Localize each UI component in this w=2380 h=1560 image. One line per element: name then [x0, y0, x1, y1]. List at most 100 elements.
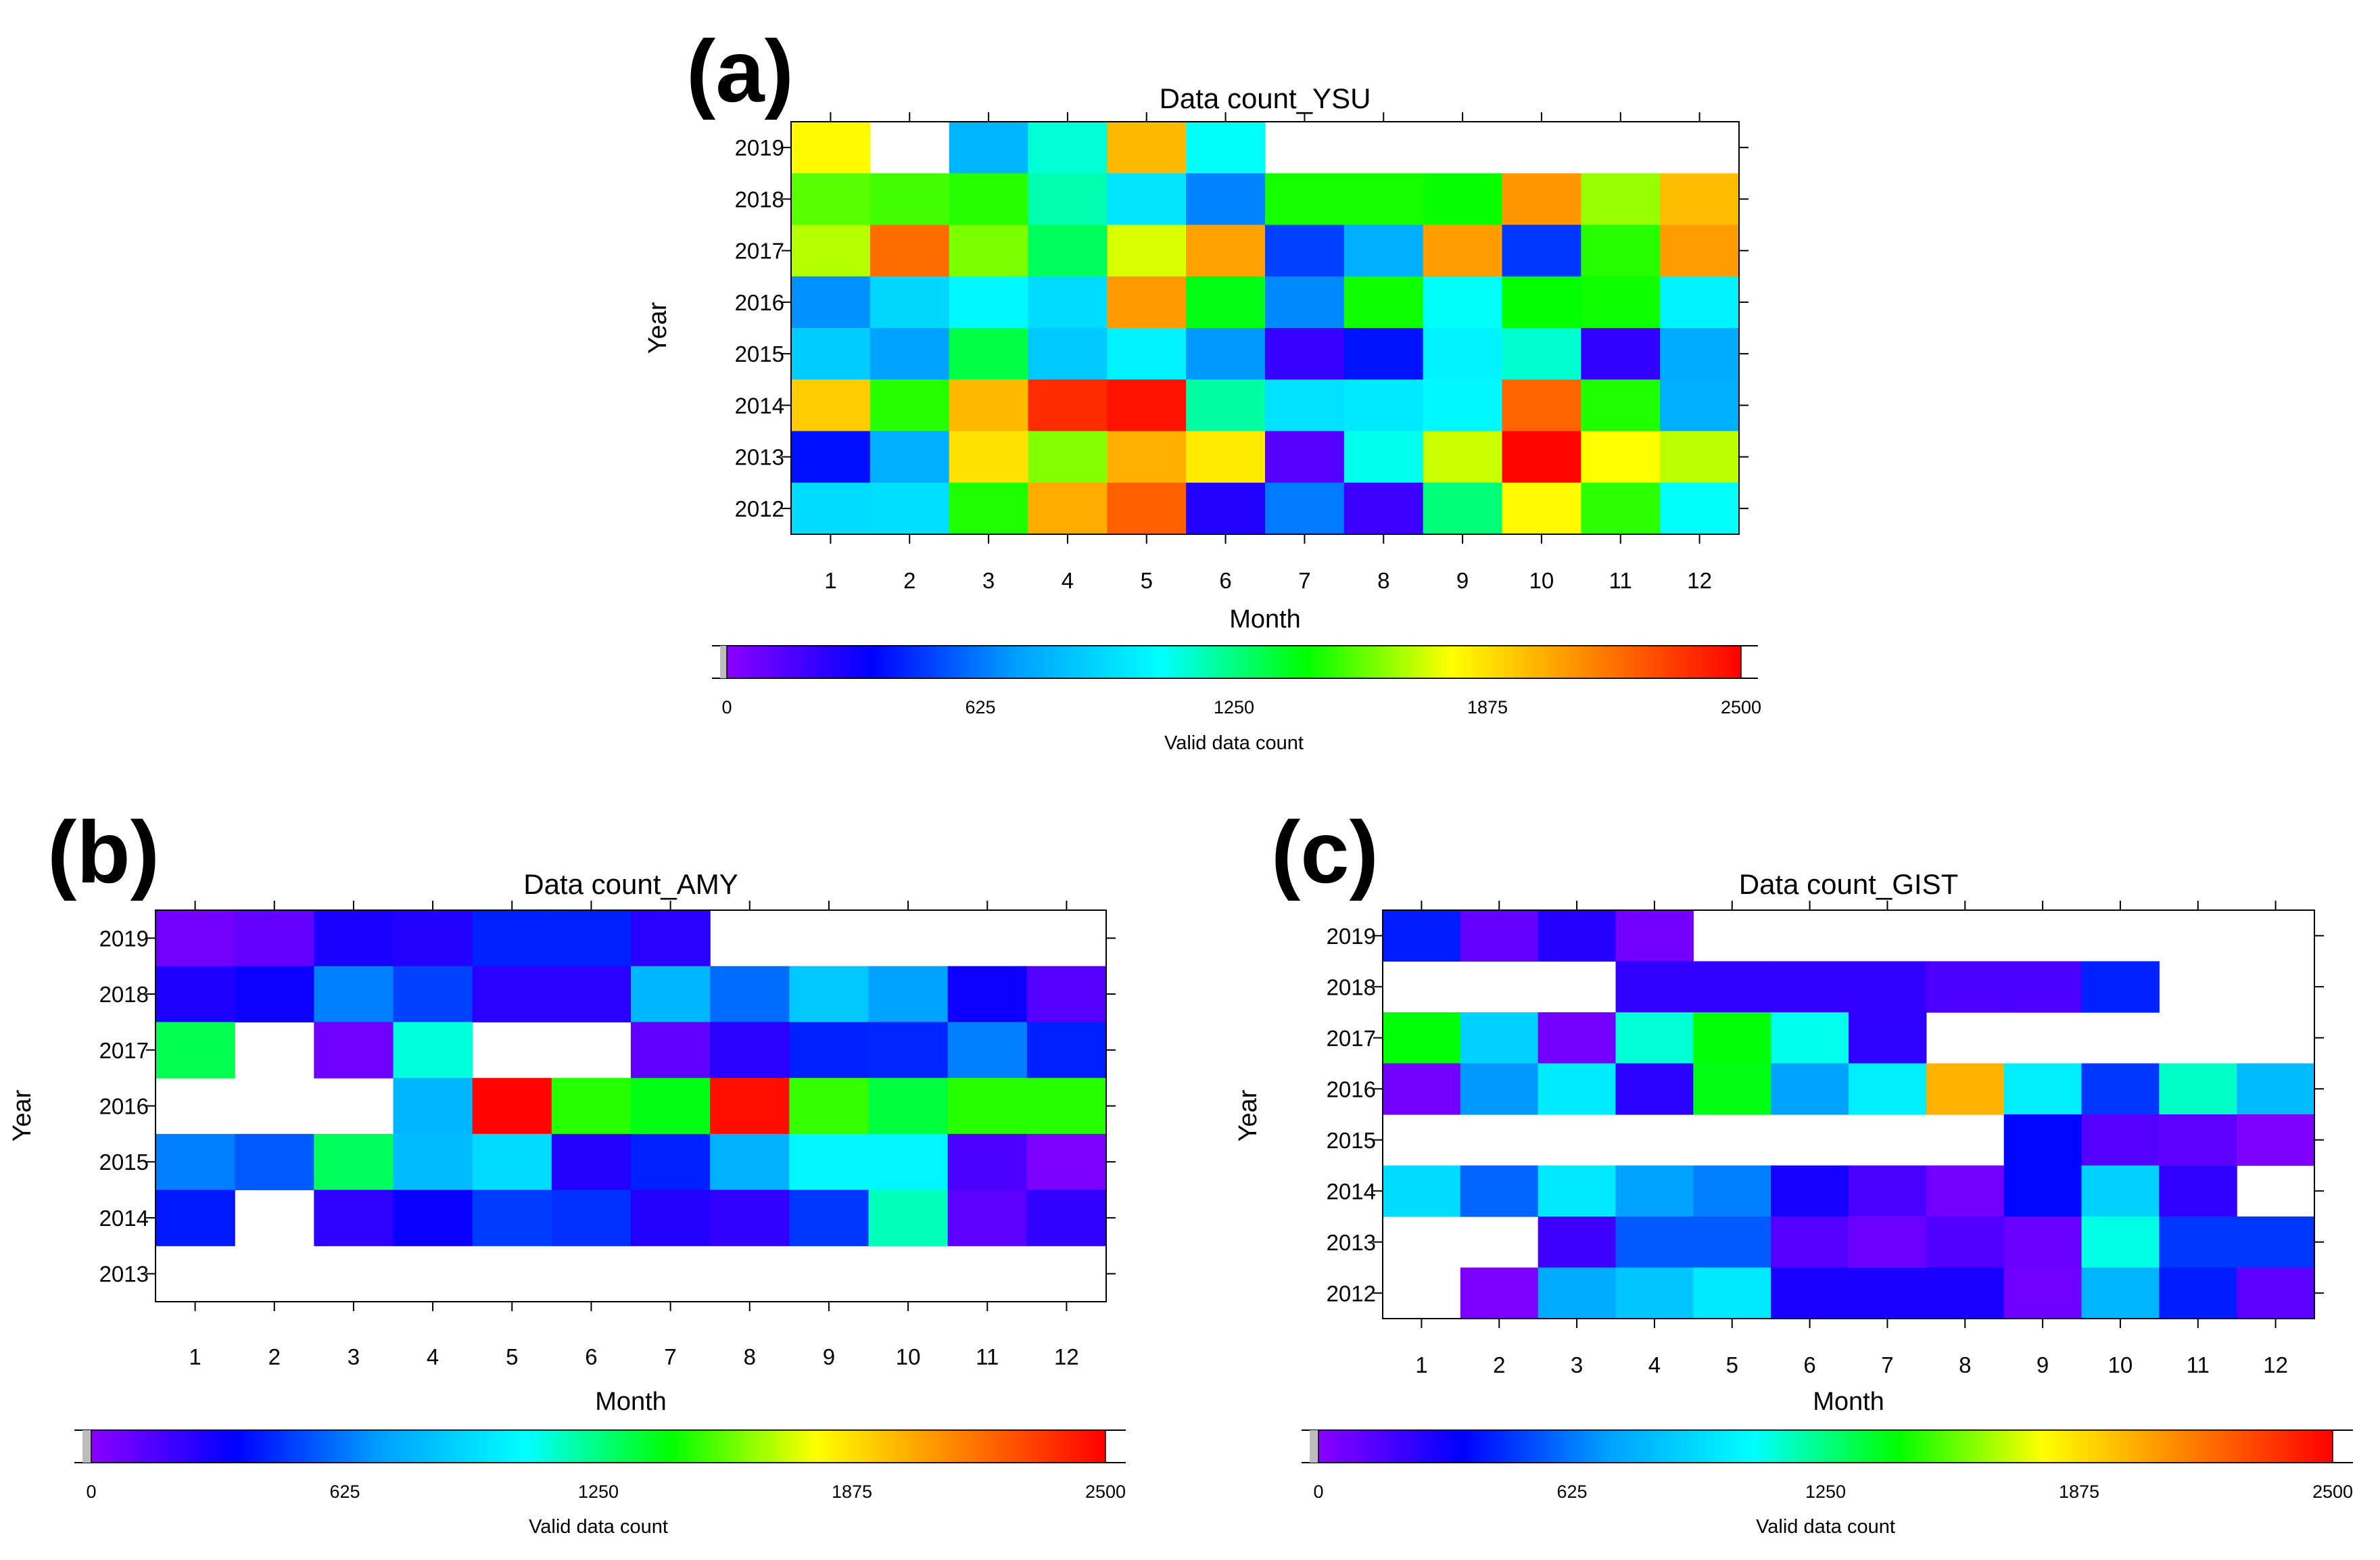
heatmap-cell [1660, 328, 1740, 380]
colorbar-tick-label: 1250 [1805, 1482, 1846, 1502]
heatmap-cell [791, 379, 871, 432]
heatmap-cell [393, 1133, 473, 1191]
heatmap-cell [1581, 482, 1661, 535]
heatmap-cell [1615, 910, 1694, 962]
heatmap-cell [631, 966, 711, 1023]
heatmap-cell [314, 966, 394, 1023]
heatmap-cell [791, 122, 871, 174]
heatmap-cell [1660, 431, 1740, 483]
heatmap-cell [1423, 224, 1503, 277]
heatmap-cell [1615, 1267, 1694, 1319]
heatmap-cell [551, 1133, 632, 1191]
colorbar-underflow [82, 1430, 91, 1463]
heatmap-cell [1265, 328, 1345, 380]
colorbar-underflow [1310, 1430, 1318, 1463]
heatmap-cell [1538, 1165, 1617, 1217]
heatmap-cell [1028, 328, 1108, 380]
heatmap-cell [1383, 1165, 1461, 1217]
heatmap-cell [868, 1078, 949, 1135]
heatmap-cell [947, 1133, 1028, 1191]
heatmap-cell [2003, 961, 2082, 1013]
heatmap-cell [1849, 961, 1927, 1013]
y-tick-label: 2019 [1327, 924, 1376, 949]
heatmap-cell [1026, 1078, 1107, 1135]
heatmap-cell [2237, 1216, 2315, 1269]
heatmap-cell [870, 379, 950, 432]
heatmap-cell [631, 1189, 711, 1246]
heatmap-cell [1581, 276, 1661, 329]
x-tick-label: 3 [348, 1344, 360, 1369]
heatmap-cell [1849, 1165, 1927, 1217]
x-tick-label: 8 [1377, 568, 1389, 593]
heatmap-cell [1460, 1165, 1539, 1217]
heatmap-cell [1849, 1063, 1927, 1115]
heatmap-cell [1423, 276, 1503, 329]
heatmap-cell [1460, 1267, 1539, 1319]
heatmap-cell [551, 966, 632, 1023]
heatmap-cell [1615, 1063, 1694, 1115]
heatmap-cell [1581, 431, 1661, 483]
x-tick-label: 7 [664, 1344, 676, 1369]
heatmap-cell [156, 966, 235, 1023]
x-axis-label: Month [1229, 605, 1301, 634]
x-tick-label: 3 [982, 568, 995, 593]
y-tick-label: 2014 [99, 1206, 149, 1231]
heatmap-cell [1926, 1267, 2005, 1319]
chart-title: Data count_AMY [523, 868, 738, 900]
colorbar-tick-label: 0 [1313, 1482, 1323, 1502]
x-tick-label: 7 [1298, 568, 1310, 593]
colorbar-tick-label: 0 [86, 1482, 96, 1502]
heatmap-cell [2159, 1267, 2237, 1319]
heatmap-cell [870, 224, 950, 277]
heatmap-cell [1186, 122, 1266, 174]
x-tick-label: 9 [2037, 1352, 2049, 1377]
heatmap-cell [1693, 1267, 1771, 1319]
colorbar-tick-label: 1875 [1467, 697, 1508, 717]
y-tick-label: 2016 [1327, 1077, 1376, 1102]
heatmap-cell [949, 328, 1029, 380]
heatmap-cell [1186, 224, 1266, 277]
heatmap-cell [1538, 1216, 1617, 1269]
heatmap-cell [1926, 1063, 2005, 1115]
heatmap-cell [2081, 1063, 2160, 1115]
heatmap-cell [1343, 173, 1424, 226]
y-tick-label: 2014 [1327, 1179, 1376, 1204]
heatmap-cell [2159, 1114, 2237, 1166]
heatmap-cell [1186, 431, 1266, 483]
heatmap-cell [472, 910, 552, 967]
heatmap-cell [1383, 910, 1461, 962]
x-tick-label: 5 [506, 1344, 518, 1369]
heatmap-cell [710, 1133, 790, 1191]
heatmap-cell [868, 1189, 949, 1246]
heatmap-cell [1693, 1063, 1771, 1115]
x-axis-label: Month [1813, 1388, 1884, 1416]
colorbar-tick-label: 625 [1556, 1482, 1587, 1502]
heatmap-cell [949, 431, 1029, 483]
heatmap-cell [1265, 379, 1345, 432]
heatmap-cell [1383, 1063, 1461, 1115]
heatmap-cell [2003, 1216, 2082, 1269]
colorbar: 0 625 1250 1875 2500 Valid data count [74, 1429, 1126, 1538]
panel-c: (c) Data count_GIST2019201820172016201520… [1234, 803, 2353, 1538]
heatmap-cell [868, 966, 949, 1023]
heatmap-cell [235, 1133, 314, 1191]
heatmap-cell [314, 1133, 394, 1191]
heatmap-cell [1343, 482, 1424, 535]
heatmap-cell [156, 910, 235, 967]
heatmap-cell [393, 910, 473, 967]
heatmap-cell [949, 122, 1029, 174]
heatmap-cell [1026, 1133, 1107, 1191]
heatmap-cell [789, 1133, 870, 1191]
y-tick-label: 2015 [1327, 1128, 1376, 1153]
x-tick-label: 2 [1493, 1352, 1505, 1377]
y-tick-label: 2017 [99, 1038, 149, 1063]
heatmap-cell [1265, 482, 1345, 535]
y-tick-label: 2017 [735, 239, 784, 264]
heatmap-cell [1107, 173, 1187, 226]
heatmap-cell [1107, 482, 1187, 535]
heatmap-cell [314, 1189, 394, 1246]
heatmap-cell [1615, 1216, 1694, 1269]
heatmap-cell [1538, 1012, 1617, 1064]
chart-title: Data count_YSU [1160, 82, 1371, 114]
heatmap-cell [1849, 1267, 1927, 1319]
